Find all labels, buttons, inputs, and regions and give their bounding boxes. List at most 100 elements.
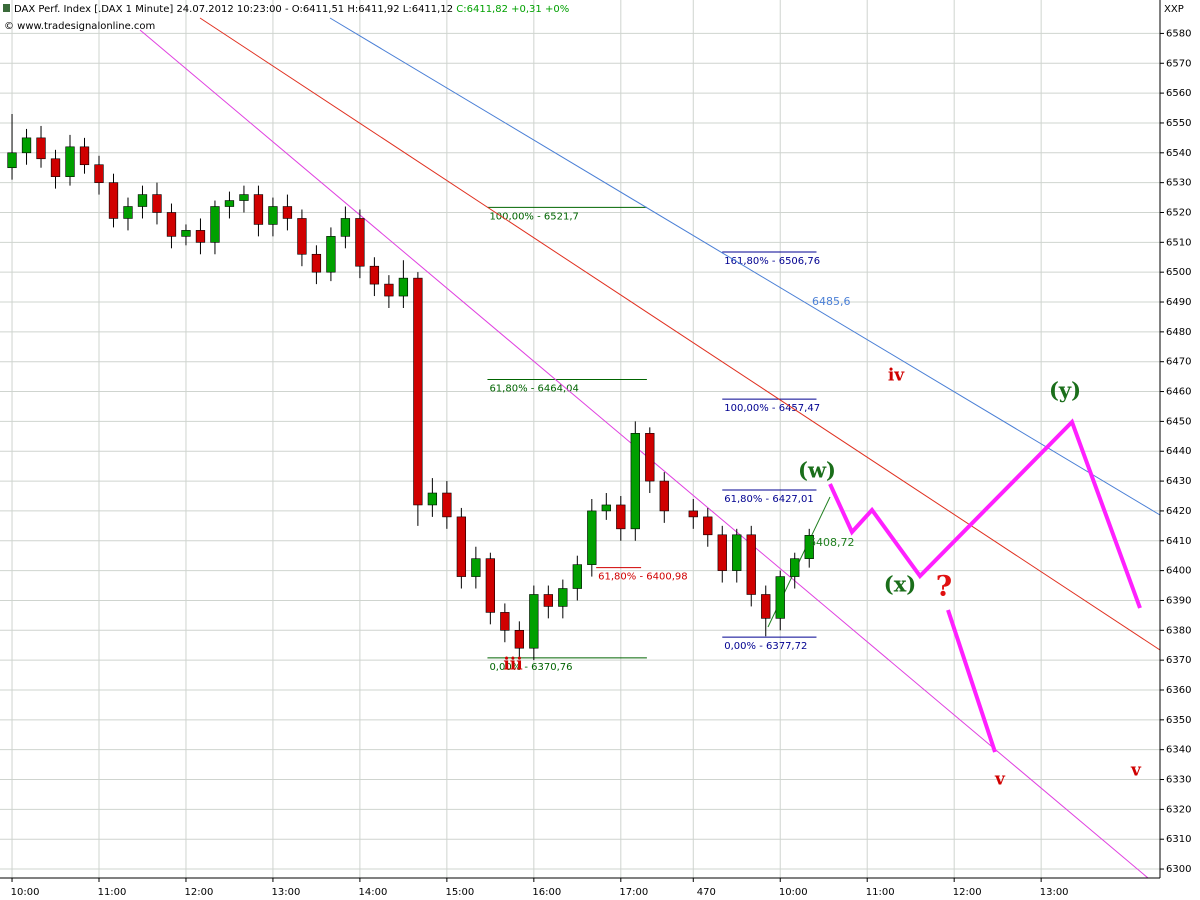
candle-body [210, 206, 220, 243]
candle-body [790, 558, 800, 577]
line-label: 6408,72 [809, 536, 855, 549]
candle-body [572, 564, 582, 589]
x-tick-label: 13:00 [1040, 887, 1069, 898]
candle-body [50, 158, 61, 177]
y-tick-label: 6550 [1166, 118, 1191, 129]
y-tick-label: 6430 [1166, 476, 1191, 487]
x-tick-label: 16:00 [532, 887, 561, 898]
y-tick-label: 6330 [1166, 775, 1191, 786]
candle-body [65, 146, 75, 177]
candle-body [456, 516, 467, 577]
candle-body [500, 612, 510, 631]
y-tick-label: 6530 [1166, 178, 1191, 189]
candle-body [529, 594, 539, 649]
candle-body [558, 588, 568, 607]
y-tick-label: 6510 [1166, 237, 1191, 248]
y-tick-label: 6380 [1166, 625, 1191, 636]
x-tick-label: 17:00 [619, 887, 648, 898]
line-label: 6485,6 [812, 295, 851, 308]
wave-label: iii [503, 655, 523, 675]
wave-label: (y) [1049, 378, 1081, 403]
candle-body [688, 510, 698, 518]
y-tick-label: 6440 [1166, 446, 1191, 457]
candle-body [123, 206, 133, 219]
y-axis-area [1160, 0, 1200, 900]
wave-projection [946, 609, 997, 753]
header-change: C:6411,82 +0,31 +0% [456, 4, 569, 15]
candle-body [630, 433, 640, 530]
y-tick-label: 6460 [1166, 387, 1191, 398]
y-tick-label: 6480 [1166, 327, 1191, 338]
y-tick-label: 6320 [1166, 804, 1191, 815]
candle-body [471, 558, 481, 577]
x-tick-label: 12:00 [953, 887, 982, 898]
x-tick-label: 10:00 [779, 887, 808, 898]
candle-body [398, 277, 409, 297]
candle-body [21, 137, 32, 154]
candle-body [485, 558, 495, 613]
y-tick-label: 6420 [1166, 506, 1191, 517]
candle-body [311, 253, 322, 273]
candle-body [384, 283, 394, 297]
candle-body [427, 492, 438, 506]
candle-body [224, 200, 235, 207]
candle-body [108, 182, 119, 219]
header-title: DAX Perf. Index [.DAX 1 Minute] 24.07.20… [14, 4, 453, 15]
candle-body [746, 534, 756, 595]
candle-body [152, 194, 162, 213]
fib-label: 0,00% - 6377,72 [724, 641, 807, 652]
candle-body [7, 152, 17, 169]
candle-body [268, 206, 278, 225]
candle-body [195, 230, 206, 243]
y-tick-label: 6360 [1166, 685, 1191, 696]
y-tick-label: 6310 [1166, 834, 1191, 845]
x-tick-label: 470 [697, 887, 716, 898]
candle-body [761, 594, 771, 619]
x-tick-label: 15:00 [445, 887, 474, 898]
candle-body [616, 504, 626, 530]
symbol: XXP [1164, 4, 1184, 15]
candle-body [442, 492, 452, 518]
candle-body [253, 194, 264, 225]
candle-body [340, 218, 351, 237]
candle-body [282, 206, 293, 219]
fib-levels: 100,00% - 6521,7 61,80% - 6464,04 0,00% - … [487, 206, 820, 673]
candle-body [297, 218, 307, 255]
y-tick-label: 6340 [1166, 745, 1191, 756]
x-axis-area [0, 878, 1200, 900]
wave-label: iv [888, 366, 905, 386]
trend-line [199, 17, 1161, 651]
candle-body [645, 433, 655, 482]
candle-body [543, 594, 553, 607]
wave-label: v [994, 770, 1006, 790]
y-tick-label: 6400 [1166, 566, 1191, 577]
candle-body [137, 194, 148, 207]
fib-label: 161,80% - 6506,76 [724, 256, 820, 267]
candle-body [775, 576, 785, 619]
candle-body [326, 236, 336, 273]
fib-label: 61,80% - 6464,04 [489, 383, 578, 394]
candle-body [514, 629, 524, 649]
y-tick-label: 6300 [1166, 864, 1191, 875]
candle-body [601, 504, 611, 512]
fib-label: 100,00% - 6521,7 [489, 211, 578, 222]
candle-body [413, 277, 423, 506]
candle-body [166, 212, 177, 237]
x-tick-label: 10:00 [11, 887, 40, 898]
y-tick-label: 6350 [1166, 715, 1191, 726]
candle-body [703, 516, 713, 536]
candle-body [239, 194, 249, 201]
wave-projection [828, 418, 1142, 609]
fib-label: 0,00% - 6370,76 [489, 662, 572, 673]
fib-label: 61,80% - 6400,98 [598, 572, 687, 583]
candle-body [659, 480, 669, 512]
grid [0, 0, 1160, 878]
candle-body [36, 137, 46, 160]
y-tick-label: 6490 [1166, 297, 1191, 308]
y-tick-label: 6390 [1166, 595, 1191, 606]
header: DAX Perf. Index [.DAX 1 Minute] 24.07.20… [14, 4, 569, 15]
trend-line [329, 17, 1161, 516]
y-tick-label: 6500 [1166, 267, 1191, 278]
